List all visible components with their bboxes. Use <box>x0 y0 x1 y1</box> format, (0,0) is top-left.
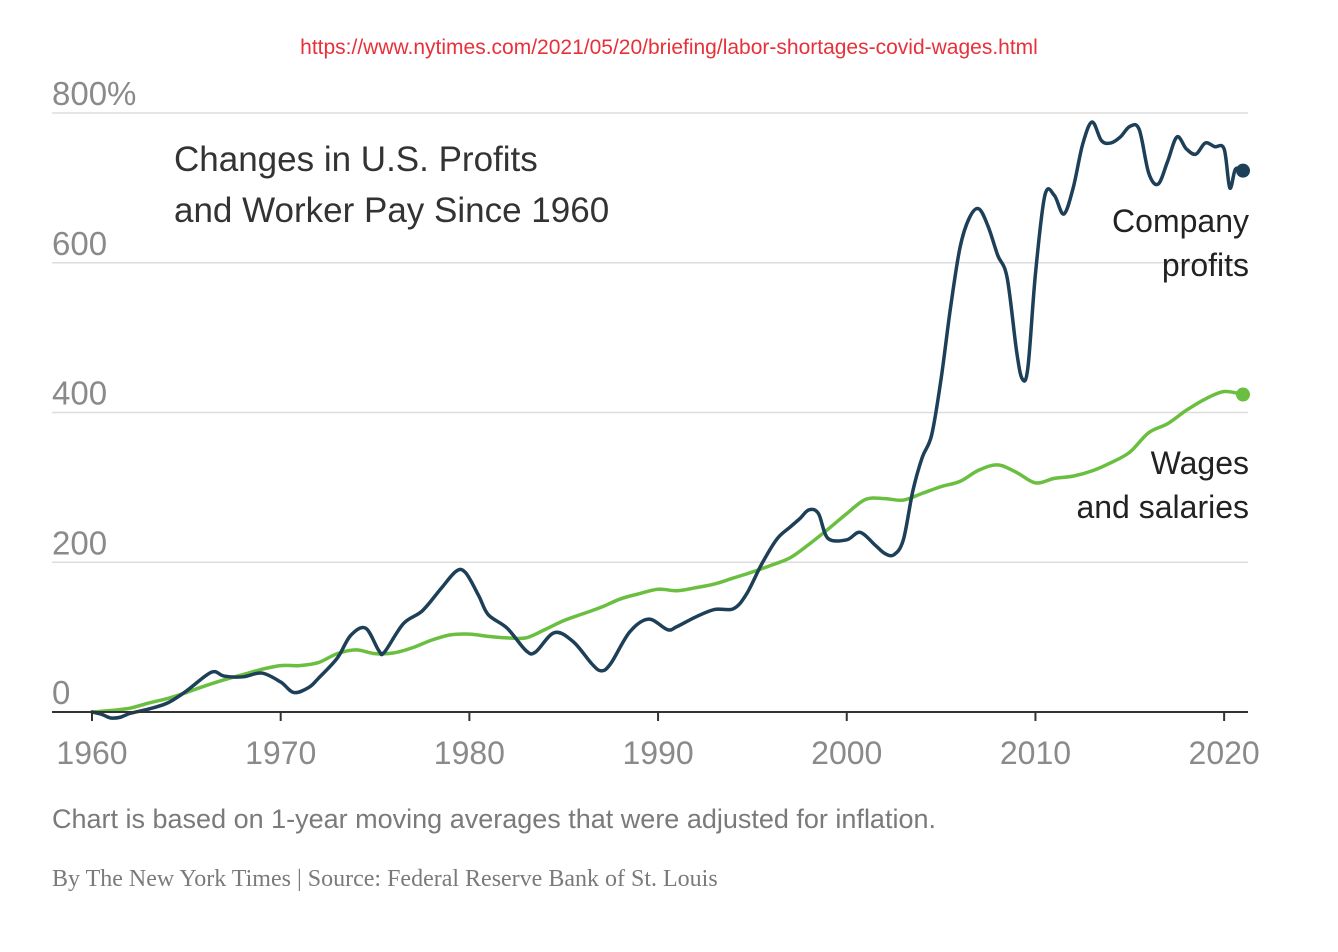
x-tick-label-1980: 1980 <box>434 735 505 771</box>
chart-title-line-2: and Worker Pay Since 1960 <box>174 191 609 230</box>
x-tick-label-1960: 1960 <box>56 735 127 771</box>
y-tick-label-800: 800% <box>52 75 136 112</box>
y-axis-ticks: 0 200 400 600 800% <box>52 75 136 711</box>
wages-label-line-2: and salaries <box>1076 489 1249 525</box>
wages-line <box>90 389 1245 714</box>
y-tick-label-600: 600 <box>52 225 107 262</box>
profits-label-line-1: Company <box>1112 203 1249 239</box>
x-tick-label-2010: 2010 <box>1000 735 1071 771</box>
y-tick-label-400: 400 <box>52 375 107 412</box>
source-url: https://www.nytimes.com/2021/05/20/brief… <box>300 36 1038 59</box>
profits-label-line-2: profits <box>1162 247 1249 283</box>
wages-label-line-1: Wages <box>1151 445 1249 481</box>
series-labels: Company profits Wages and salaries <box>1076 203 1249 525</box>
profits-line <box>90 120 1245 720</box>
x-tick-label-1990: 1990 <box>622 735 693 771</box>
series-lines <box>90 120 1250 720</box>
y-tick-label-200: 200 <box>52 524 107 561</box>
x-axis-ticks: 1960 1970 1980 1990 2000 2010 2020 <box>56 712 1260 771</box>
profits-end-point <box>1236 163 1250 178</box>
chart-title-line-1: Changes in U.S. Profits <box>174 140 538 179</box>
chart-title: Changes in U.S. Profits and Worker Pay S… <box>174 140 609 230</box>
y-tick-label-0: 0 <box>52 674 70 711</box>
wages-end-point <box>1236 387 1250 402</box>
x-tick-label-2020: 2020 <box>1189 735 1260 771</box>
chart-footnote: Chart is based on 1-year moving averages… <box>52 804 936 834</box>
chart-credit: By The New York Times | Source: Federal … <box>52 866 718 892</box>
grid-lines <box>52 112 1248 563</box>
x-tick-label-1970: 1970 <box>245 735 316 771</box>
x-tick-label-2000: 2000 <box>811 735 882 771</box>
